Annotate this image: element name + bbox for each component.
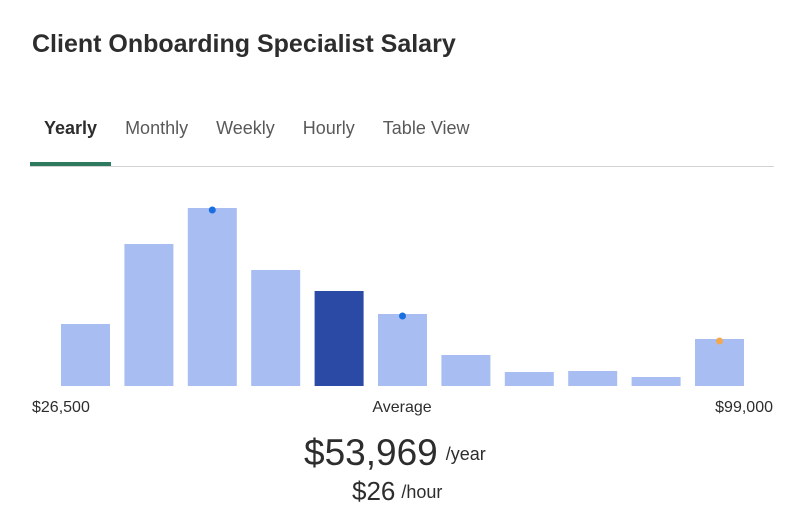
bar [314, 291, 364, 386]
title: Client Onboarding Specialist Salary [32, 30, 456, 58]
min-label: $26,500 [32, 399, 90, 416]
bar [504, 372, 554, 386]
bar-marker [399, 312, 406, 320]
bar [568, 371, 618, 386]
tab[interactable]: Yearly [30, 116, 112, 166]
bar [124, 244, 174, 386]
salary-amount: $53,969 [304, 432, 438, 473]
tab-bar: Yearly Monthly Weekly Hourly Table View [30, 116, 774, 167]
tab[interactable]: Hourly [302, 118, 355, 138]
bar [441, 355, 491, 386]
hourly-period: /hour [401, 482, 442, 502]
tab[interactable]: Weekly [216, 118, 275, 138]
bar [378, 314, 427, 386]
bar [61, 324, 110, 386]
bar-marker [208, 206, 216, 214]
center-label: Average [372, 399, 431, 416]
hourly-amount: $26 [352, 476, 395, 506]
bar [631, 377, 681, 386]
salary-line: $53,969/year [304, 432, 486, 473]
bar [251, 270, 301, 386]
tab[interactable]: Table View [382, 118, 470, 138]
max-label: $99,000 [715, 399, 773, 416]
bar-marker [716, 337, 723, 345]
salary-period: /year [446, 444, 486, 464]
bar [187, 208, 237, 386]
hourly-line: $26/hour [352, 476, 442, 506]
tab[interactable]: Monthly [125, 118, 189, 138]
bar [695, 339, 744, 386]
